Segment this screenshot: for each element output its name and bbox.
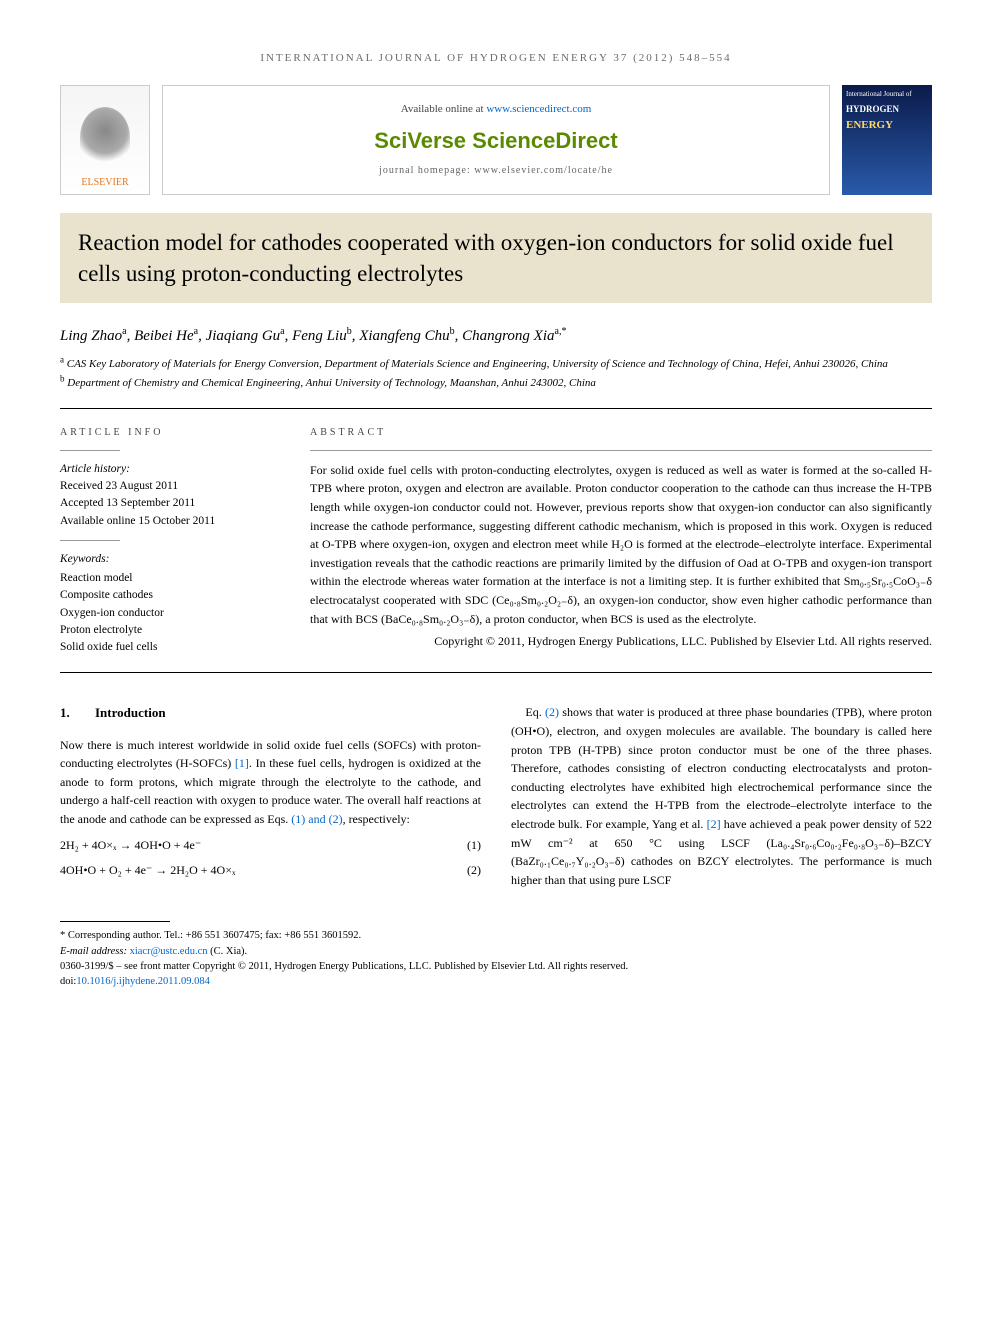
p2a: Eq. xyxy=(525,705,545,719)
keyword: Proton electrolyte xyxy=(60,622,280,639)
affiliation-b-text: Department of Chemistry and Chemical Eng… xyxy=(67,377,596,389)
top-banner: ELSEVIER Available online at www.science… xyxy=(60,85,932,195)
p2b: shows that water is produced at three ph… xyxy=(511,705,932,831)
email-link[interactable]: xiacr@ustc.edu.cn xyxy=(130,946,208,957)
equation-1: 2H₂ + 4O×ₓ → 4OH•O + 4e⁻ (1) xyxy=(60,836,481,855)
email-label: E-mail address: xyxy=(60,946,130,957)
elsevier-logo: ELSEVIER xyxy=(60,85,150,195)
received-date: Received 23 August 2011 xyxy=(60,478,280,495)
abstract-column: ABSTRACT For solid oxide fuel cells with… xyxy=(310,425,932,657)
abstract-label: ABSTRACT xyxy=(310,425,932,440)
abstract-text: For solid oxide fuel cells with proton-c… xyxy=(310,461,932,628)
email-line: E-mail address: xiacr@ustc.edu.cn (C. Xi… xyxy=(60,944,932,959)
right-column: Eq. (2) shows that water is produced at … xyxy=(511,703,932,897)
info-separator-2 xyxy=(60,540,120,541)
corresponding-author: * Corresponding author. Tel.: +86 551 36… xyxy=(60,928,932,943)
footer-separator xyxy=(60,921,170,922)
email-suffix: (C. Xia). xyxy=(208,946,248,957)
p1c: , respectively: xyxy=(343,812,410,826)
article-title: Reaction model for cathodes cooperated w… xyxy=(78,227,914,289)
eq1-number: (1) xyxy=(467,836,481,855)
info-separator xyxy=(60,450,120,451)
authors-line: Ling Zhaoa, Beibei Hea, Jiaqiang Gua, Fe… xyxy=(60,325,932,348)
divider-rule xyxy=(60,408,932,409)
eqref-link[interactable]: (1) and (2) xyxy=(291,812,342,826)
affiliation-b: b Department of Chemistry and Chemical E… xyxy=(60,376,932,391)
article-title-box: Reaction model for cathodes cooperated w… xyxy=(60,213,932,303)
equation-2: 4OH•O + O₂ + 4e⁻ → 2H₂O + 4O×ₓ (2) xyxy=(60,861,481,880)
doi-link[interactable]: 10.1016/j.ijhydene.2011.09.084 xyxy=(76,976,209,987)
body-columns: 1.Introduction Now there is much interes… xyxy=(60,703,932,897)
cover-line-1: International Journal of xyxy=(846,89,928,100)
eq1-formula: 2H₂ + 4O×ₓ → 4OH•O + 4e⁻ xyxy=(60,836,201,855)
sciencedirect-block: Available online at www.sciencedirect.co… xyxy=(162,85,830,195)
elsevier-label: ELSEVIER xyxy=(81,175,128,190)
intro-paragraph-2: Eq. (2) shows that water is produced at … xyxy=(511,703,932,889)
sciencedirect-link[interactable]: www.sciencedirect.com xyxy=(486,103,591,115)
copyright-footer: 0360-3199/$ – see front matter Copyright… xyxy=(60,959,932,974)
ref-2-link[interactable]: [2] xyxy=(707,817,721,831)
online-date: Available online 15 October 2011 xyxy=(60,513,280,530)
footer-notes: * Corresponding author. Tel.: +86 551 36… xyxy=(60,928,932,989)
ref-1-link[interactable]: [1] xyxy=(235,756,249,770)
keywords-label: Keywords: xyxy=(60,551,280,568)
history-label: Article history: xyxy=(60,461,280,478)
journal-homepage-text: journal homepage: www.elsevier.com/locat… xyxy=(379,163,613,178)
info-abstract-row: ARTICLE INFO Article history: Received 2… xyxy=(60,425,932,657)
elsevier-tree-icon xyxy=(80,107,130,167)
affiliation-a: a CAS Key Laboratory of Materials for En… xyxy=(60,357,932,372)
article-info-label: ARTICLE INFO xyxy=(60,425,280,440)
left-column: 1.Introduction Now there is much interes… xyxy=(60,703,481,897)
affiliation-a-text: CAS Key Laboratory of Materials for Ener… xyxy=(67,358,888,370)
article-history: Article history: Received 23 August 2011… xyxy=(60,461,280,530)
article-info-column: ARTICLE INFO Article history: Received 2… xyxy=(60,425,280,657)
section-title: Introduction xyxy=(95,705,166,720)
sciverse-logo-text: SciVerse ScienceDirect xyxy=(374,124,617,157)
keywords-block: Keywords: Reaction model Composite catho… xyxy=(60,551,280,657)
intro-paragraph-1: Now there is much interest worldwide in … xyxy=(60,736,481,829)
accepted-date: Accepted 13 September 2011 xyxy=(60,495,280,512)
available-prefix: Available online at xyxy=(401,103,487,115)
journal-cover-thumbnail: International Journal of HYDROGEN ENERGY xyxy=(842,85,932,195)
keyword: Reaction model xyxy=(60,570,280,587)
section-heading-intro: 1.Introduction xyxy=(60,703,481,723)
keyword: Solid oxide fuel cells xyxy=(60,639,280,656)
section-number: 1. xyxy=(60,703,95,723)
cover-line-2: HYDROGEN xyxy=(846,103,928,117)
eq2-ref-link[interactable]: (2) xyxy=(545,705,559,719)
abstract-separator xyxy=(310,450,932,451)
keyword: Composite cathodes xyxy=(60,587,280,604)
available-online-text: Available online at www.sciencedirect.co… xyxy=(401,101,592,118)
doi-label: doi: xyxy=(60,976,76,987)
cover-line-3: ENERGY xyxy=(846,117,928,134)
eq2-number: (2) xyxy=(467,861,481,880)
journal-header: INTERNATIONAL JOURNAL OF HYDROGEN ENERGY… xyxy=(60,50,932,67)
divider-rule-2 xyxy=(60,672,932,673)
keyword: Oxygen-ion conductor xyxy=(60,605,280,622)
eq2-formula: 4OH•O + O₂ + 4e⁻ → 2H₂O + 4O×ₓ xyxy=(60,861,235,880)
abstract-copyright: Copyright © 2011, Hydrogen Energy Public… xyxy=(310,632,932,650)
doi-line: doi:10.1016/j.ijhydene.2011.09.084 xyxy=(60,974,932,989)
